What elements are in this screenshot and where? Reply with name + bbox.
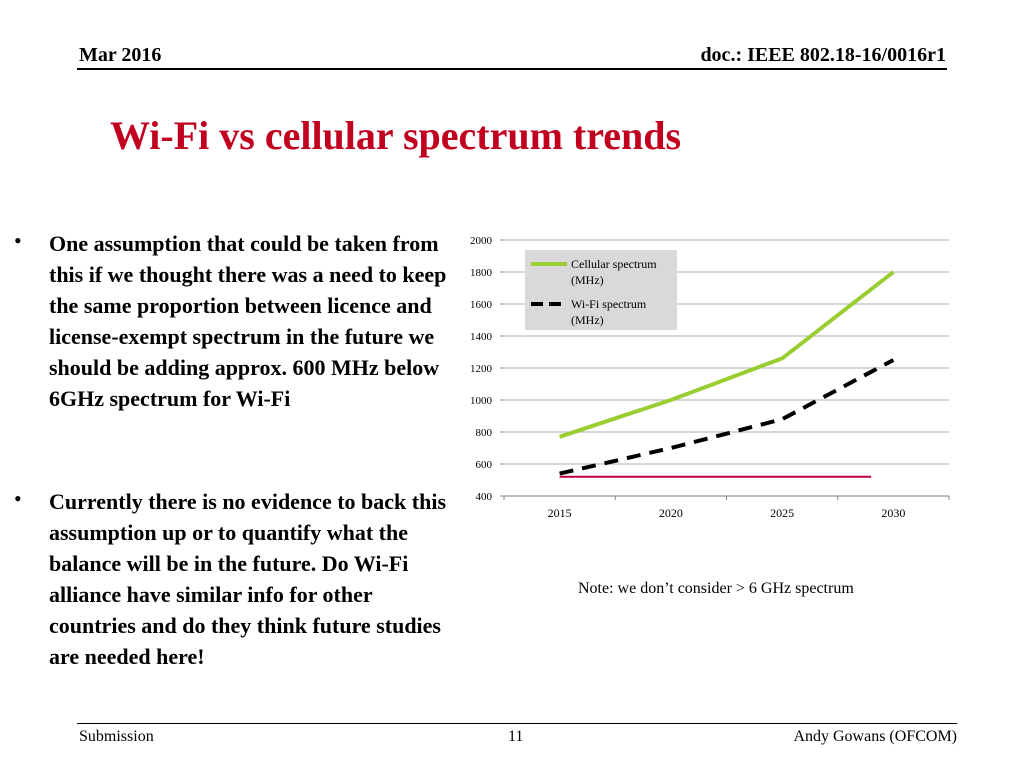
slide-title: Wi-Fi vs cellular spectrum trends [110, 113, 682, 158]
y-tick-label: 2000 [470, 235, 493, 247]
legend-label: Cellular spectrum (MHz) [571, 257, 657, 287]
wifi-spectrum-line [559, 358, 895, 476]
footer-divider [77, 723, 957, 724]
spectrum-trend-chart: 400 600 800 1000 1200 1400 1600 1800 2000 2015 202… [470, 235, 950, 520]
cellular-spectrum-line [558, 270, 895, 439]
x-tick-label: 2025 [770, 506, 794, 520]
footer-author: Andy Gowans (OFCOM) [793, 728, 957, 745]
bullet-marker: • [14, 228, 22, 253]
header-doc-number: doc.: IEEE 802.18-16/0016r1 [700, 44, 946, 66]
y-tick-label: 1000 [470, 395, 493, 407]
x-tick-label: 2020 [659, 506, 683, 520]
y-tick-label: 1600 [470, 299, 493, 311]
x-tick-label: 2030 [881, 506, 905, 520]
x-tick-label: 2015 [548, 506, 572, 520]
y-tick-label: 1800 [470, 267, 493, 279]
y-tick-label: 400 [476, 491, 493, 503]
y-tick-label: 1200 [470, 363, 493, 375]
y-tick-label: 600 [476, 459, 493, 471]
bullet-marker: • [14, 486, 22, 511]
y-tick-label: 800 [476, 427, 493, 439]
bullet-text: Currently there is no evidence to back t… [49, 489, 446, 669]
y-tick-label: 1400 [470, 331, 493, 343]
bullet-text: One assumption that could be taken from … [49, 231, 447, 411]
legend-label: Wi-Fi spectrum (MHz) [571, 297, 647, 327]
header-divider [77, 68, 947, 70]
header-date: Mar 2016 [79, 44, 162, 66]
chart-note: Note: we don’t consider > 6 GHz spectrum [578, 580, 854, 597]
footer-page-number: 11 [508, 728, 524, 745]
footer-submission: Submission [79, 728, 154, 745]
